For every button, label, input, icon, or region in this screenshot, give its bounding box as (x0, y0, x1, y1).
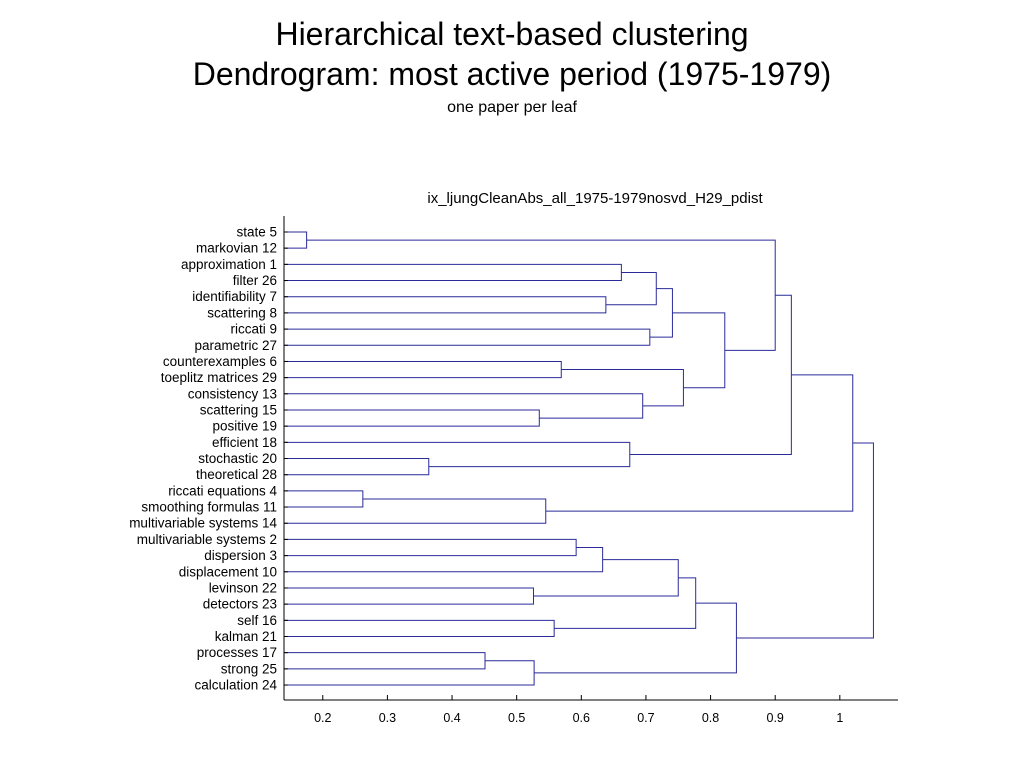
leaf-label: riccati 9 (230, 322, 277, 337)
dendrogram-link (284, 660, 535, 686)
leaf-label: scattering 15 (200, 402, 277, 417)
x-tick-label: 0.6 (573, 711, 590, 725)
x-tick-label: 0.9 (767, 711, 784, 725)
dendrogram-link (284, 296, 607, 314)
dendrogram-link (284, 263, 622, 282)
leaf-label: dispersion 3 (204, 548, 277, 563)
dendrogram-link (284, 328, 651, 346)
leaf-label: detectors 23 (203, 597, 277, 612)
leaf-label: riccati equations 4 (168, 483, 277, 498)
chart-title: ix_ljungCleanAbs_all_1975-1979nosvd_H29_… (427, 190, 763, 207)
leaf-label: counterexamples 6 (163, 354, 277, 369)
dendrogram-link (561, 369, 684, 407)
leaf-label: processes 17 (197, 645, 277, 660)
dendrogram-link (284, 231, 308, 249)
dendrogram-link (649, 288, 673, 338)
leaf-label: efficient 18 (212, 435, 277, 450)
x-tick-label: 0.5 (508, 711, 525, 725)
dendrogram-link (533, 559, 679, 597)
x-tick-label: 0.7 (637, 711, 654, 725)
x-tick-label: 0.3 (379, 711, 396, 725)
slide-subtitle: one paper per leaf (447, 99, 577, 116)
leaf-label: levinson 22 (209, 580, 277, 595)
leaf-label: kalman 21 (215, 629, 277, 644)
dendrogram-link (284, 652, 486, 670)
dendrogram-link (554, 577, 697, 629)
dendrogram-link (736, 442, 874, 639)
x-tick-label: 0.8 (702, 711, 719, 725)
axes: 0.2 0.3 0.4 0.5 0.6 0.7 0.8 0.9 1 (283, 216, 898, 725)
leaf-label: multivariable systems 2 (137, 532, 277, 547)
dendrogram-link (605, 271, 657, 306)
dendrogram-link (284, 587, 534, 605)
leaf-label: markovian 12 (196, 241, 277, 256)
leaf-label: state 5 (236, 225, 277, 240)
dendrogram-links (284, 231, 874, 686)
leaf-label: smoothing formulas 11 (141, 500, 277, 515)
leaf-label: multivariable systems 14 (129, 516, 277, 531)
leaf-label: positive 19 (212, 419, 277, 434)
dendrogram-link (284, 547, 604, 573)
dendrogram-link (284, 498, 547, 524)
leaf-label: theoretical 28 (196, 467, 277, 482)
dendrogram-link (284, 538, 577, 557)
dendrogram-link (306, 239, 776, 351)
leaf-label: approximation 1 (181, 257, 277, 272)
dendrogram-link (284, 393, 644, 419)
leaf-label: strong 25 (221, 661, 277, 676)
leaf-label: scattering 8 (207, 305, 277, 320)
x-tick-label: 1 (836, 711, 843, 725)
dendrogram-link (284, 619, 555, 637)
x-tick-label: 0.2 (314, 711, 331, 725)
slide-title: Hierarchical text-based clustering (275, 16, 749, 52)
leaf-label: displacement 10 (179, 564, 277, 579)
leaf-label: parametric 27 (194, 338, 277, 353)
leaf-label: calculation 24 (194, 678, 277, 693)
leaf-label: toeplitz matrices 29 (161, 370, 277, 385)
dendrogram-link (545, 374, 854, 512)
leaf-label: stochastic 20 (198, 451, 277, 466)
leaf-label: self 16 (237, 613, 277, 628)
dendrogram-link (284, 409, 540, 427)
dendrogram-link (284, 441, 631, 468)
x-tick-label: 0.4 (443, 711, 460, 725)
dendrogram-link (284, 490, 364, 508)
leaf-label: identifiability 7 (192, 289, 277, 304)
slide-title-line-2: Dendrogram: most active period (1975-197… (192, 56, 832, 92)
dendrogram-link (284, 360, 562, 379)
leaf-label: consistency 13 (188, 386, 277, 401)
dendrogram-link (629, 294, 792, 455)
leaf-label: filter 26 (233, 273, 277, 288)
dendrogram-link (672, 312, 726, 389)
dendrogram-link (284, 458, 430, 476)
dendrogram-link (534, 602, 737, 674)
